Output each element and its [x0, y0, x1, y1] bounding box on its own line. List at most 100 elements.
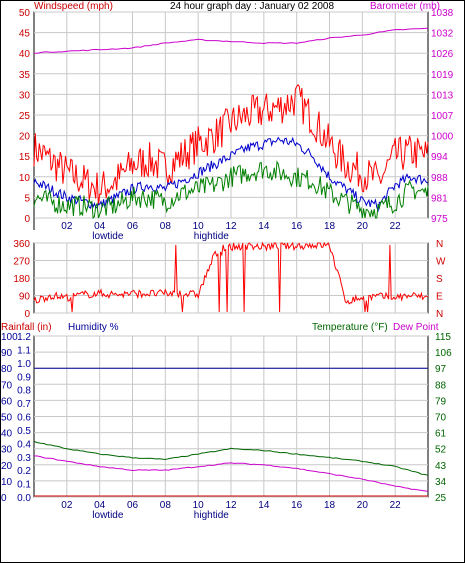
- x-tick-label: 12: [225, 221, 237, 232]
- temperature-tick-label: 97: [435, 364, 447, 375]
- y-tick-label: 90: [19, 292, 31, 303]
- dewpoint-axis-label: Dew Point: [393, 322, 439, 333]
- y2-tick-label: 1019: [431, 70, 454, 81]
- y-tick-label: 30: [19, 90, 31, 101]
- y2-tick-label: 1038: [431, 8, 454, 19]
- y-tick-label: 25: [19, 111, 31, 122]
- rain-tick-label: 0.5: [17, 426, 31, 437]
- y2-tick-label: 1013: [431, 90, 454, 101]
- wind-direction-chart: 0 N 90 E 180 S 270 W 360 N: [13, 239, 446, 320]
- tide-label: lowtide: [92, 231, 124, 242]
- rain-tick-label: 0.0: [17, 493, 31, 504]
- humidity-tick-label: 20: [1, 461, 13, 472]
- humidity-tick-label: 30: [1, 445, 13, 456]
- y2-tick-label: 975: [431, 214, 448, 225]
- gust-series: [33, 83, 429, 206]
- x-tick-label: 06: [127, 221, 139, 232]
- temperature-tick-label: 25: [435, 493, 447, 504]
- rain-tick-label: 0.3: [17, 453, 31, 464]
- y2-tick-label: 1026: [431, 49, 454, 60]
- temperature-tick-label: 61: [435, 429, 447, 440]
- x-tick-label: 08: [160, 221, 172, 232]
- temperature-tick-label: 70: [435, 413, 447, 424]
- temperature-tick-label: 106: [435, 348, 452, 359]
- humidity-tick-label: 70: [1, 380, 13, 391]
- chart-title: 24 hour graph day : January 02 2008: [170, 1, 334, 12]
- y2-tick-label: 988: [431, 173, 448, 184]
- wind-series: [33, 160, 429, 220]
- x-tick-label: 06: [127, 500, 139, 511]
- rain-tick-label: 1.0: [17, 359, 31, 370]
- rain-tick-label: 0.4: [17, 439, 31, 450]
- x-tick-label: 14: [258, 500, 270, 511]
- x-tick-label: 16: [291, 500, 303, 511]
- y-tick-label: 0: [24, 214, 30, 225]
- y2-tick-label: 981: [431, 193, 448, 204]
- y2-tick-label: 1007: [431, 111, 454, 122]
- y2-tick-label: 1000: [431, 132, 454, 143]
- humidity-tick-label: 80: [1, 364, 13, 375]
- y-tick-label: 270: [13, 257, 30, 268]
- temperature-axis-label: Temperature (°F): [312, 322, 388, 333]
- x-tick-label: 10: [193, 221, 205, 232]
- x-tick-label: 20: [357, 500, 369, 511]
- temperature-tick-label: 79: [435, 396, 447, 407]
- compass-label: N: [436, 309, 443, 320]
- average-series: [33, 136, 429, 213]
- temperature-tick-label: 115: [435, 332, 451, 343]
- dewpoint-series: [33, 455, 429, 492]
- rainfall-axis-label: Rainfall (in): [1, 322, 52, 333]
- compass-label: E: [436, 292, 443, 303]
- humidity-tick-label: 100: [1, 332, 18, 343]
- temperature-tick-label: 88: [435, 380, 447, 391]
- humidity-tick-label: 90: [1, 348, 13, 359]
- x-tick-label: 02: [61, 221, 73, 232]
- wind-direction-series: [33, 241, 429, 313]
- y-tick-label: 20: [19, 132, 31, 143]
- x-tick-label: 22: [390, 500, 402, 511]
- rain-humidity-temperature-chart: 0 25 10 34 20 43 30 52 40 61 50 70 60 79 70 88 80 97 90 106…: [1, 332, 452, 521]
- temperature-tick-label: 34: [435, 477, 447, 488]
- x-tick-label: 14: [258, 221, 270, 232]
- x-tick-label: 02: [61, 500, 73, 511]
- humidity-tick-label: 60: [1, 396, 13, 407]
- y-tick-label: 0: [24, 309, 30, 320]
- rain-tick-label: 0.6: [17, 413, 31, 424]
- y2-tick-label: 1032: [431, 29, 454, 40]
- y-tick-label: 180: [13, 274, 30, 285]
- x-tick-label: 18: [324, 500, 336, 511]
- x-tick-label: 08: [160, 500, 172, 511]
- humidity-tick-label: 10: [1, 477, 13, 488]
- temperature-series: [33, 440, 429, 476]
- y-tick-label: 5: [24, 193, 30, 204]
- barometer-axis-label: Barometer (mb): [370, 1, 440, 12]
- windspeed-axis-label: Windspeed (mph): [34, 1, 113, 12]
- y-tick-label: 15: [19, 152, 31, 163]
- compass-label: W: [436, 257, 446, 268]
- rain-tick-label: 1.1: [17, 345, 31, 356]
- humidity-tick-label: 50: [1, 413, 13, 424]
- humidity-tick-label: 0: [1, 493, 7, 504]
- rain-tick-label: 0.9: [17, 372, 31, 383]
- y-tick-label: 50: [19, 8, 31, 19]
- rain-tick-label: 0.1: [17, 480, 31, 491]
- barometer-series: [33, 27, 429, 54]
- rain-tick-label: 0.7: [17, 399, 31, 410]
- x-tick-label: 22: [390, 221, 402, 232]
- y-tick-label: 35: [19, 70, 31, 81]
- x-tick-label: 10: [193, 500, 205, 511]
- wind-barometer-chart: 0 5 10 15 20 25 30 35 40 45 50 975 981 988 994 1000 1007…: [19, 8, 454, 242]
- humidity-axis-label: Humidity %: [68, 322, 119, 333]
- tide-label: lowtide: [92, 510, 124, 521]
- x-tick-label: 20: [357, 221, 369, 232]
- temperature-tick-label: 43: [435, 461, 447, 472]
- rain-tick-label: 0.2: [17, 466, 31, 477]
- y-tick-label: 45: [19, 29, 31, 40]
- rain-tick-label: 1.2: [17, 332, 31, 343]
- tide-label: hightide: [194, 231, 229, 242]
- x-tick-label: 04: [94, 500, 106, 511]
- x-tick-label: 12: [225, 500, 237, 511]
- y-tick-label: 360: [13, 239, 30, 250]
- x-tick-label: 16: [291, 221, 303, 232]
